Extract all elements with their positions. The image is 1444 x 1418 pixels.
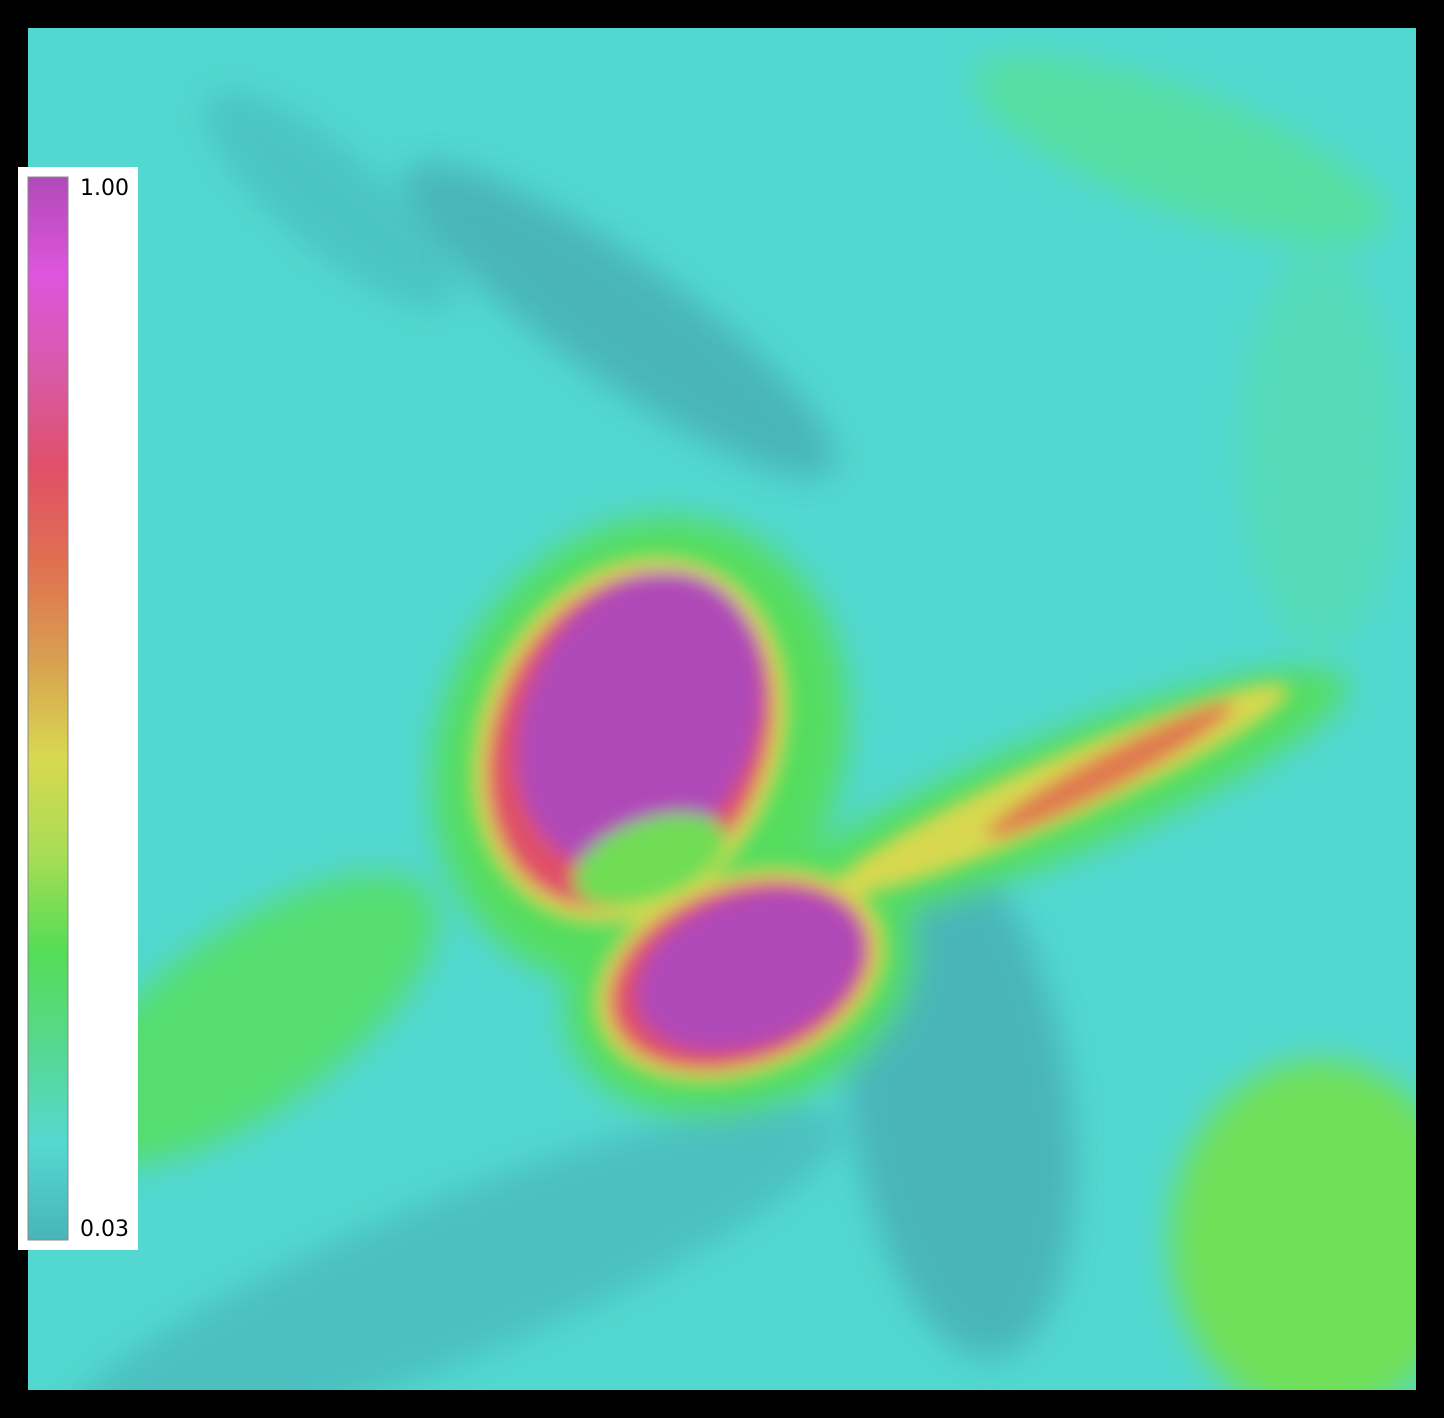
- colorbar-label: 1.00: [80, 176, 129, 201]
- colorbar: [27, 176, 69, 1241]
- field: [28, 28, 1416, 1390]
- colorbar-label: 0.03: [80, 1217, 129, 1242]
